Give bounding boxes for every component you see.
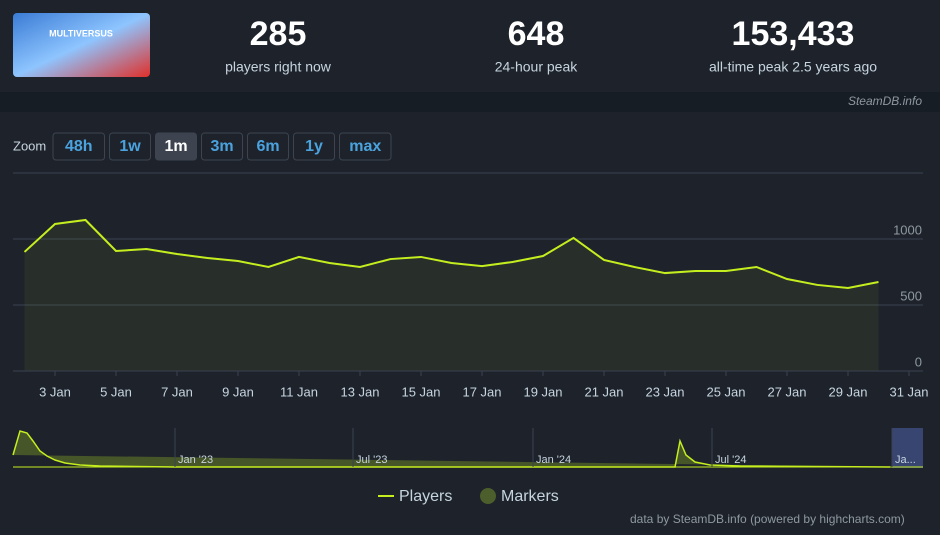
navigator-label: Jul '23: [356, 454, 387, 466]
x-tick-label: 15 Jan: [401, 384, 440, 399]
y-tick-label: 0: [915, 354, 922, 369]
logo-text: MULTIVERSUS: [49, 28, 113, 38]
x-tick-label: 31 Jan: [889, 384, 928, 399]
footer: data by SteamDB.info (powered by highcha…: [630, 512, 905, 526]
zoom-button-label[interactable]: 3m: [210, 138, 233, 155]
navigator-label: Jan '23: [178, 454, 213, 466]
zoom-button-label[interactable]: 6m: [256, 138, 279, 155]
game-logo: [13, 13, 150, 77]
navigator-line: [12, 430, 891, 468]
x-tick-label: 25 Jan: [706, 384, 745, 399]
x-tick-label: 29 Jan: [828, 384, 867, 399]
x-tick-label: 17 Jan: [462, 384, 501, 399]
navigator-label: Ja...: [895, 454, 916, 466]
stat-label: all-time peak 2.5 years ago: [709, 59, 877, 75]
x-tick-label: 7 Jan: [161, 384, 193, 399]
x-tick-label: 19 Jan: [523, 384, 562, 399]
stat-label: players right now: [225, 59, 332, 75]
chart-panel: [0, 112, 940, 535]
zoom-button-label[interactable]: 1m: [164, 138, 187, 155]
x-tick-label: 23 Jan: [645, 384, 684, 399]
y-tick-label: 500: [900, 288, 922, 303]
area: [24, 219, 879, 371]
zoom-button[interactable]: [52, 132, 105, 161]
line: [23, 218, 879, 289]
zoom-button-label[interactable]: 1y: [305, 138, 323, 155]
x-tick-label: 21 Jan: [584, 384, 623, 399]
credit: SteamDB.info: [848, 94, 922, 108]
zoom-button[interactable]: [109, 132, 151, 161]
zoom-button-label[interactable]: 1w: [119, 138, 141, 155]
x-tick-label: 5 Jan: [100, 384, 132, 399]
zoom-button[interactable]: [155, 132, 197, 161]
stat-label: 24-hour peak: [495, 59, 579, 75]
x-tick-label: 9 Jan: [222, 384, 254, 399]
zoom-button[interactable]: [293, 132, 335, 161]
zoom-button[interactable]: [201, 132, 243, 161]
x-tick-label: 27 Jan: [767, 384, 806, 399]
zoom-button-label[interactable]: max: [349, 138, 381, 155]
legend-label[interactable]: Players: [399, 488, 452, 505]
zoom-button-label[interactable]: 48h: [65, 138, 93, 155]
header-bar: [0, 0, 940, 92]
x-tick-label: 11 Jan: [280, 384, 318, 399]
stat-value: 285: [250, 15, 307, 53]
legend-label[interactable]: Markers: [501, 488, 559, 505]
zoom-label: Zoom: [13, 138, 46, 153]
stat-value: 648: [508, 15, 565, 53]
legend-symbol[interactable]: [480, 488, 496, 504]
navigator-window[interactable]: [892, 428, 923, 468]
stat-value: 153,433: [732, 15, 855, 53]
zoom-button[interactable]: [247, 132, 289, 161]
y-tick-label: 1000: [893, 222, 922, 237]
zoom-button[interactable]: [339, 132, 392, 161]
navigator-label: Jan '24: [536, 454, 571, 466]
x-tick-label: 13 Jan: [340, 384, 379, 399]
navigator-label: Jul '24: [715, 454, 746, 466]
x-tick-label: 3 Jan: [39, 384, 71, 399]
